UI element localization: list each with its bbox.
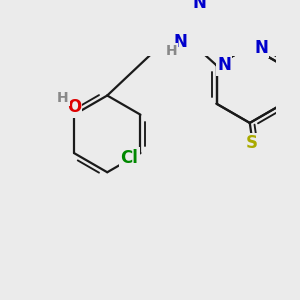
Text: H: H	[165, 44, 177, 58]
Text: N: N	[254, 39, 268, 57]
Text: S: S	[246, 134, 258, 152]
Text: Cl: Cl	[120, 149, 138, 167]
Text: N: N	[174, 32, 188, 50]
Text: N: N	[192, 0, 206, 12]
Text: O: O	[67, 98, 81, 116]
Text: N: N	[217, 56, 231, 74]
Text: H: H	[57, 91, 69, 105]
